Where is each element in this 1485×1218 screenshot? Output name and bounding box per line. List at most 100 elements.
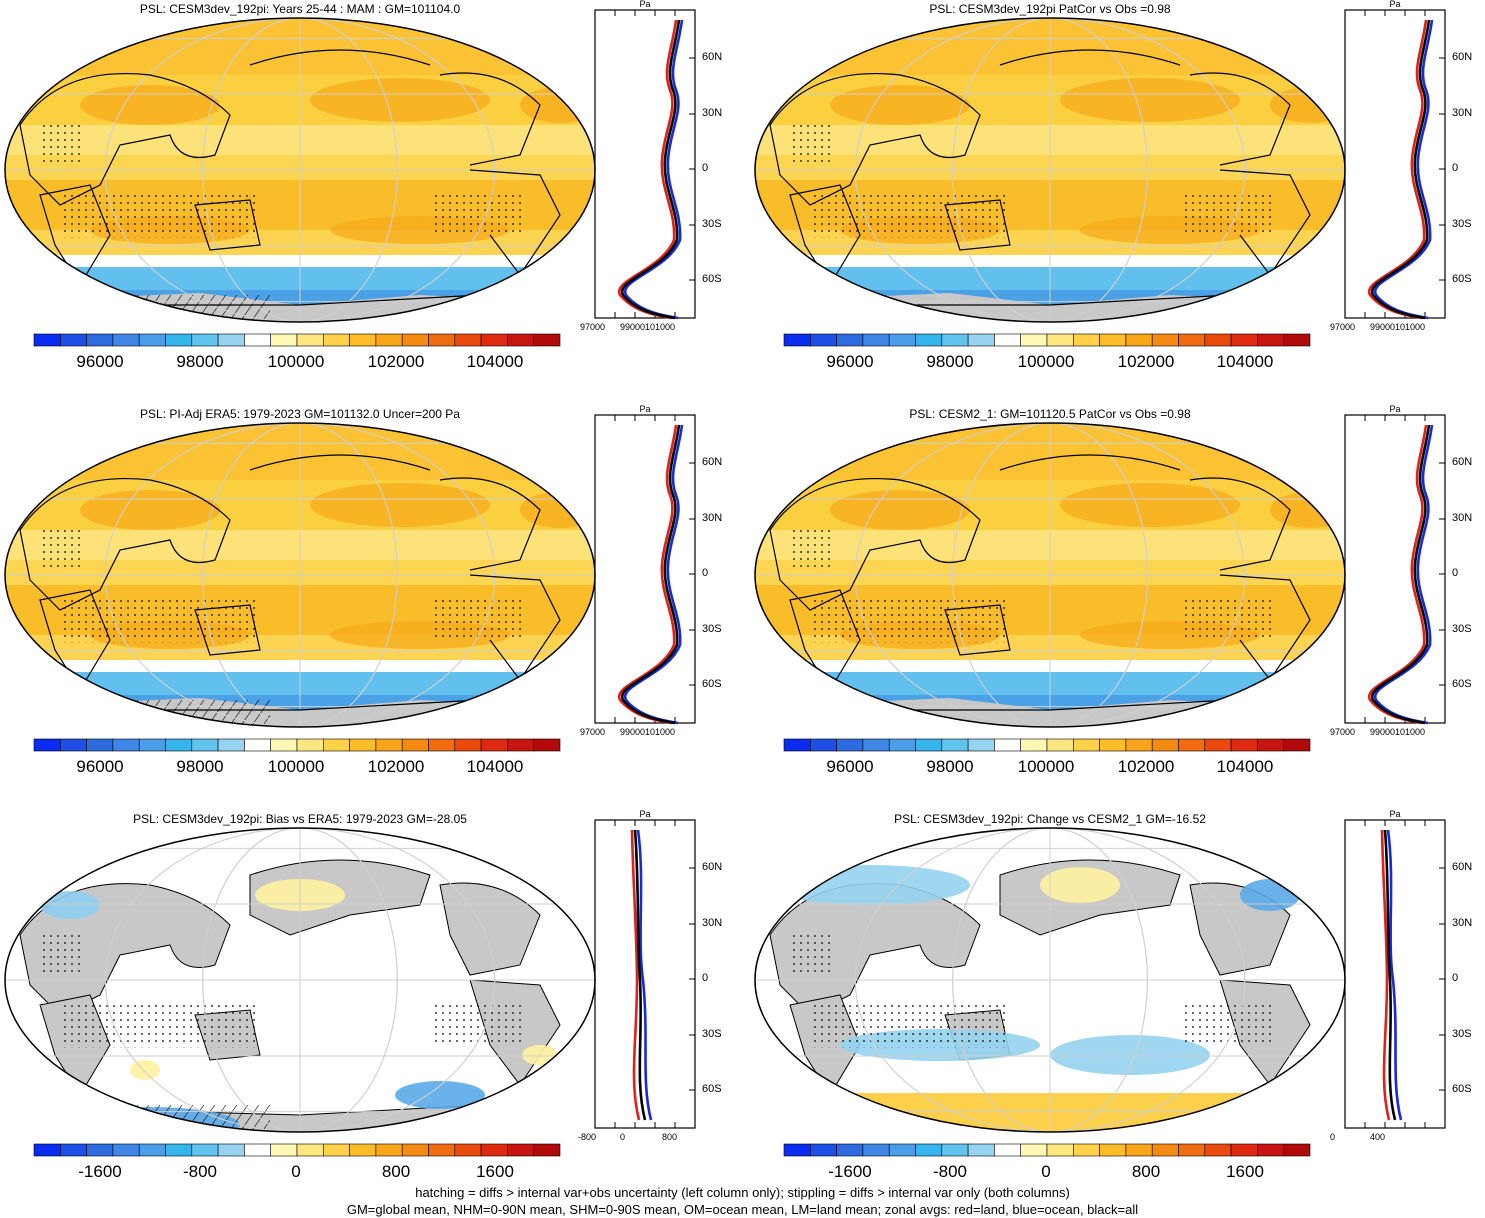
colorbar-swatch: [270, 738, 298, 752]
colorbar-label: 102000: [1117, 757, 1175, 776]
anomaly-region: [522, 1045, 558, 1065]
colorbar-swatch: [165, 738, 193, 752]
colorbar-swatch: [217, 738, 245, 752]
colorbar-swatch: [191, 333, 219, 347]
map-title: PSL: CESM3dev_192pi: Years 25-44 : MAM :…: [139, 2, 461, 16]
colorbar-label: 100000: [267, 352, 325, 371]
latitude-label: 0: [1452, 972, 1459, 984]
colorbar-swatch: [1283, 738, 1311, 752]
land-zonal-curve: [1367, 19, 1428, 320]
colorbar-label: 100000: [1017, 757, 1075, 776]
high-pressure-region: [830, 490, 970, 530]
anomaly-region: [40, 891, 100, 919]
colorbar-swatch: [244, 738, 271, 752]
colorbar-swatch: [270, 333, 298, 347]
colorbar: [783, 738, 1311, 752]
colorbar-swatch: [1204, 1143, 1232, 1157]
colorbar-swatch: [244, 1143, 271, 1157]
all-zonal-curve: [1383, 829, 1397, 1121]
colorbar-swatch: [888, 738, 916, 752]
colorbar-label: 98000: [176, 757, 224, 776]
colorbar-label: -800: [932, 1162, 968, 1181]
latitude-label: 60S: [702, 273, 722, 285]
map-title: PSL: CESM2_1: GM=101120.5 PatCor vs Obs …: [909, 407, 1191, 421]
coastline: [999, 49, 1181, 66]
stippling: [60, 597, 260, 643]
colorbar-swatch: [454, 333, 482, 347]
colorbar-label: 96000: [76, 757, 124, 776]
zonal-xtick-label: 99000101000: [620, 322, 676, 332]
colorbar-label: 96000: [826, 757, 874, 776]
colorbar-swatch: [480, 1143, 508, 1157]
colorbar-label: 102000: [367, 757, 425, 776]
all-zonal-curve: [620, 424, 681, 725]
longitude-gridline: [854, 828, 1246, 1132]
colorbar-swatch: [112, 738, 140, 752]
colorbar-swatch: [401, 333, 429, 347]
colorbar-swatch: [915, 1143, 943, 1157]
land-zonal-curve: [630, 829, 641, 1121]
latitude-label: 0: [702, 567, 709, 579]
colorbar-label: 1600: [1226, 1162, 1264, 1181]
longitude-gridline: [202, 18, 398, 322]
land-zonal-curve: [617, 19, 678, 320]
colorbar: [33, 738, 561, 752]
latitude-label: 30N: [1452, 917, 1473, 929]
zonal-xtick-label: 0: [1330, 1132, 1336, 1142]
colorbar-label: 104000: [466, 352, 524, 371]
colorbar-swatch: [783, 333, 811, 347]
colorbar-swatch: [1178, 1143, 1206, 1157]
colorbar-swatch: [507, 738, 534, 752]
colorbar-label: 96000: [76, 352, 124, 371]
colorbar-swatch: [428, 738, 456, 752]
footer-line-2: GM=global mean, NHM=0-90N mean, SHM=0-90…: [346, 1202, 1139, 1217]
land-zonal-curve: [1380, 829, 1391, 1121]
high-pressure-region: [310, 78, 490, 122]
map-title: PSL: CESM3dev_192pi: Bias vs ERA5: 1979-…: [133, 812, 467, 826]
colorbar-swatch: [1020, 738, 1048, 752]
stippling: [790, 935, 830, 975]
zonal-average-plot: [1344, 819, 1446, 1129]
longitude-gridline: [854, 423, 1246, 727]
zonal-xtick-label: 400: [1370, 1132, 1386, 1142]
colorbar-swatch: [994, 738, 1021, 752]
colorbar-swatch: [783, 1143, 811, 1157]
colorbar-swatch: [915, 333, 943, 347]
anomaly-region: [1050, 1035, 1210, 1075]
zonal-frame: [594, 819, 696, 1129]
stippling: [60, 192, 260, 238]
colorbar-swatch: [888, 333, 916, 347]
zonal-frame: [594, 414, 696, 724]
colorbar-label: 104000: [1216, 757, 1274, 776]
colorbar-swatch: [33, 1143, 61, 1157]
zonal-xtick-label: 97000: [580, 322, 606, 332]
colorbar-label: 98000: [926, 757, 974, 776]
coastline: [469, 169, 561, 277]
high-pressure-region: [80, 85, 220, 125]
map-plot: [754, 827, 1346, 1133]
zonal-average-plot: [594, 819, 696, 1129]
latitude-label: 60S: [1452, 678, 1472, 690]
colorbar-swatch: [994, 333, 1021, 347]
colorbar-swatch: [296, 738, 324, 752]
longitude-gridline: [854, 18, 1246, 322]
coastline: [19, 72, 231, 206]
colorbar-swatch: [217, 1143, 245, 1157]
colorbar-swatch: [322, 738, 350, 752]
colorbar-swatch: [941, 738, 969, 752]
coastline: [789, 589, 861, 692]
colorbar-label: 104000: [466, 757, 524, 776]
colorbar-swatch: [428, 333, 456, 347]
colorbar-swatch: [86, 1143, 114, 1157]
latitude-label: 60N: [702, 861, 723, 873]
latitude-label: 30N: [1452, 512, 1473, 524]
zonal-frame: [1344, 414, 1446, 724]
colorbar-swatch: [480, 738, 508, 752]
colorbar-swatch: [322, 333, 350, 347]
zonal-xtick-label: 800: [662, 1132, 678, 1142]
stippling: [810, 1002, 1010, 1048]
latitude-label: 30N: [702, 107, 723, 119]
zonal-frame: [594, 9, 696, 319]
zonal-unit-label: Pa: [1389, 0, 1401, 9]
colorbar-swatch: [1020, 333, 1048, 347]
